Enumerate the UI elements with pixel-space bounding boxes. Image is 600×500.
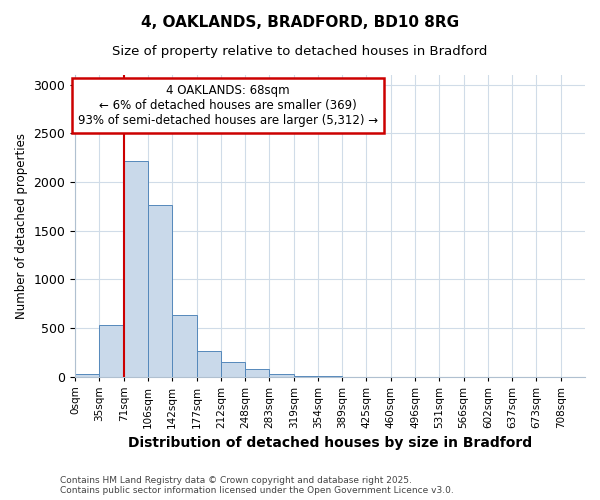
Bar bbox=[245, 368, 269, 376]
Bar bbox=[221, 362, 245, 376]
Bar bbox=[100, 325, 124, 376]
Text: Size of property relative to detached houses in Bradford: Size of property relative to detached ho… bbox=[112, 45, 488, 58]
Bar bbox=[172, 315, 197, 376]
Bar bbox=[148, 206, 172, 376]
Bar bbox=[75, 374, 100, 376]
Y-axis label: Number of detached properties: Number of detached properties bbox=[15, 133, 28, 319]
Bar bbox=[269, 374, 293, 376]
X-axis label: Distribution of detached houses by size in Bradford: Distribution of detached houses by size … bbox=[128, 436, 532, 450]
Text: Contains HM Land Registry data © Crown copyright and database right 2025.
Contai: Contains HM Land Registry data © Crown c… bbox=[60, 476, 454, 495]
Text: 4, OAKLANDS, BRADFORD, BD10 8RG: 4, OAKLANDS, BRADFORD, BD10 8RG bbox=[141, 15, 459, 30]
Bar bbox=[124, 160, 148, 376]
Text: 4 OAKLANDS: 68sqm
← 6% of detached houses are smaller (369)
93% of semi-detached: 4 OAKLANDS: 68sqm ← 6% of detached house… bbox=[78, 84, 378, 127]
Bar bbox=[197, 351, 221, 376]
